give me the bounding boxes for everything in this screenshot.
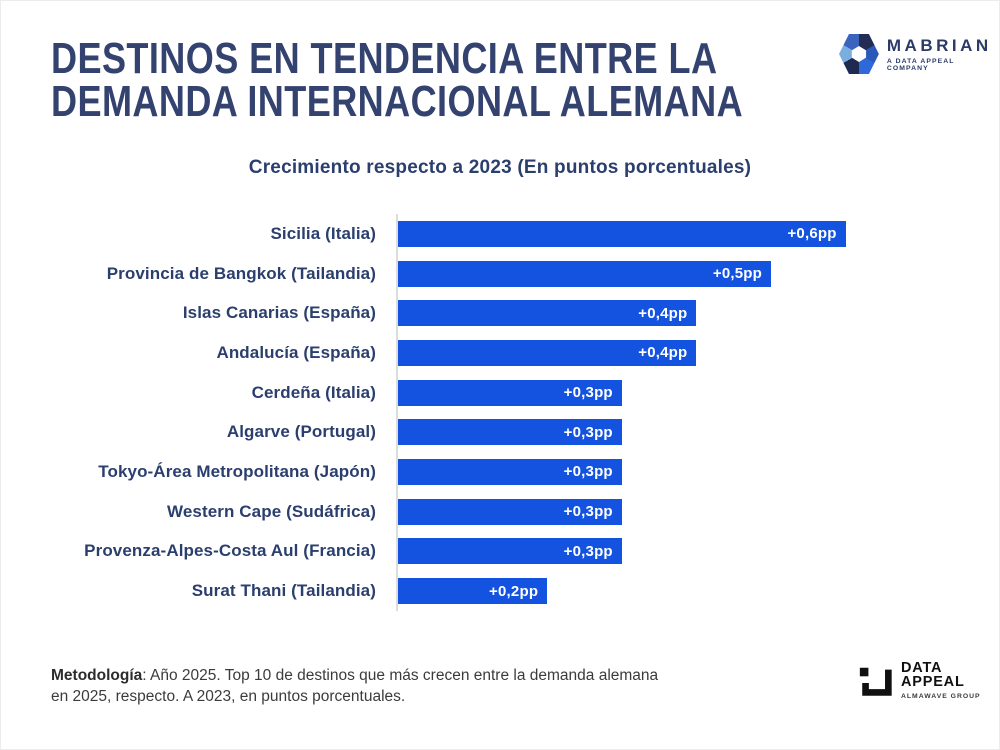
dataappeal-logo: DATA APPEAL ALMAWAVE GROUP: [857, 661, 981, 701]
category-label: Andalucía (España): [216, 342, 376, 362]
bar-value-label: +0,3pp: [563, 503, 613, 521]
category-label: Cerdeña (Italia): [251, 382, 376, 402]
mabrian-logo-text: MABRIAN A DATA APPEAL COMPANY: [886, 35, 999, 72]
bar-track: +0,6pp: [396, 214, 951, 254]
bar-value-label: +0,3pp: [563, 542, 613, 560]
bar-track: +0,2pp: [396, 571, 951, 611]
bar: +0,3pp: [398, 538, 622, 565]
bar-value-label: +0,3pp: [563, 423, 613, 441]
bar-track: +0,4pp: [396, 293, 951, 334]
chart-row: Islas Canarias (España) +0,4pp: [61, 293, 951, 334]
mabrian-brand-name: MABRIAN: [886, 35, 992, 55]
category-label: Western Cape (Sudáfrica): [167, 501, 376, 521]
bar-chart: Sicilia (Italia) +0,6pp Provincia de Bangk…: [61, 214, 951, 611]
bar-value-label: +0,6pp: [787, 225, 837, 243]
dataappeal-tagline: ALMAWAVE GROUP: [901, 693, 981, 700]
methodology-label: Metodología: [51, 667, 143, 684]
bar-track: +0,4pp: [396, 333, 951, 373]
category-label: Sicilia (Italia): [270, 223, 376, 243]
page-title-line2: DEMANDA INTERNACIONAL ALEMANA: [51, 77, 744, 126]
bar: +0,3pp: [398, 379, 622, 406]
bar-track: +0,3pp: [396, 531, 951, 572]
bar-track: +0,3pp: [396, 412, 951, 453]
chart-row: Provenza-Alpes-Costa Aul (Francia) +0,3pp: [61, 531, 951, 572]
bar-track: +0,3pp: [396, 372, 951, 413]
bar: +0,6pp: [398, 220, 846, 247]
bar: +0,2pp: [398, 578, 548, 605]
bar-track: +0,3pp: [396, 491, 951, 532]
category-label: Tokyo-Área Metropolitana (Japón): [98, 461, 376, 481]
bar-value-label: +0,4pp: [638, 344, 688, 362]
bar-track: +0,5pp: [396, 253, 951, 294]
bar: +0,3pp: [398, 419, 622, 446]
bar-value-label: +0,3pp: [563, 463, 613, 481]
chart-title: Crecimiento respecto a 2023 (En puntos p…: [248, 157, 752, 178]
chart-row: Andalucía (España) +0,4pp: [61, 333, 951, 373]
bar: +0,3pp: [398, 458, 622, 485]
mabrian-hexagon-icon: [839, 34, 879, 74]
chart-row: Sicilia (Italia) +0,6pp: [61, 214, 951, 254]
bar-value-label: +0,3pp: [563, 384, 613, 402]
chart-row: Cerdeña (Italia) +0,3pp: [61, 372, 951, 413]
bar: +0,4pp: [398, 300, 697, 327]
page-title-line1: DESTINOS EN TENDENCIA ENTRE LA: [51, 34, 718, 83]
category-label: Islas Canarias (España): [182, 303, 376, 323]
dataappeal-name-line1: DATA: [901, 660, 943, 676]
bar: +0,4pp: [398, 339, 697, 366]
mabrian-brand-tagline: A DATA APPEAL COMPANY: [886, 57, 955, 72]
category-label: Algarve (Portugal): [226, 422, 376, 442]
chart-row: Algarve (Portugal) +0,3pp: [61, 412, 951, 453]
methodology-text: : Año 2025. Top 10 de destinos que más c…: [51, 667, 659, 705]
dataappeal-bracket-icon: [859, 667, 892, 696]
bar-value-label: +0,4pp: [638, 304, 688, 322]
chart-row: Provincia de Bangkok (Tailandia) +0,5pp: [61, 253, 951, 294]
methodology-note: Metodología: Año 2025. Top 10 de destino…: [51, 665, 661, 707]
page-title: DESTINOS EN TENDENCIA ENTRE LA DEMANDA I…: [51, 34, 895, 126]
bar: +0,3pp: [398, 498, 622, 525]
category-label: Provincia de Bangkok (Tailandia): [106, 263, 376, 283]
dataappeal-logo-text: DATA APPEAL ALMAWAVE GROUP: [901, 661, 981, 700]
chart-row: Surat Thani (Tailandia) +0,2pp: [61, 571, 951, 611]
bar-value-label: +0,5pp: [712, 265, 762, 283]
chart-row: Western Cape (Sudáfrica) +0,3pp: [61, 491, 951, 532]
chart-rows: Sicilia (Italia) +0,6pp Provincia de Bangk…: [61, 214, 951, 611]
category-label: Provenza-Alpes-Costa Aul (Francia): [84, 541, 376, 561]
bar: +0,5pp: [398, 260, 771, 287]
bar-track: +0,3pp: [396, 452, 951, 492]
dataappeal-name-line2: APPEAL: [901, 674, 965, 690]
bar-value-label: +0,2pp: [489, 582, 539, 600]
mabrian-logo: MABRIAN A DATA APPEAL COMPANY: [839, 34, 999, 74]
category-label: Surat Thani (Tailandia): [191, 581, 376, 601]
chart-row: Tokyo-Área Metropolitana (Japón) +0,3pp: [61, 452, 951, 492]
